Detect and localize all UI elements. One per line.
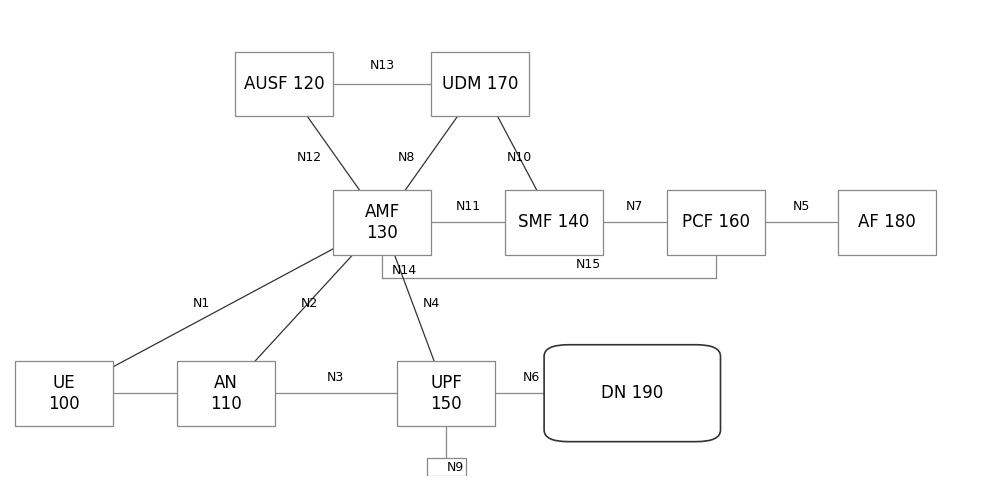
FancyBboxPatch shape [333,190,431,255]
FancyBboxPatch shape [544,345,721,442]
Text: N6: N6 [523,371,540,384]
Text: N2: N2 [300,297,318,310]
Text: DN 190: DN 190 [601,384,663,402]
Text: N10: N10 [507,151,532,164]
FancyBboxPatch shape [15,361,113,426]
Text: N5: N5 [793,200,810,213]
Text: N15: N15 [576,258,601,271]
Text: AN
110: AN 110 [210,374,241,412]
FancyBboxPatch shape [838,190,936,255]
FancyBboxPatch shape [667,190,765,255]
FancyBboxPatch shape [177,361,275,426]
Text: N13: N13 [370,59,395,73]
Text: N8: N8 [398,151,416,164]
Text: N4: N4 [423,297,440,310]
FancyBboxPatch shape [505,190,603,255]
FancyBboxPatch shape [426,458,466,476]
Text: SMF 140: SMF 140 [518,214,590,231]
Text: UDM 170: UDM 170 [442,75,519,93]
Text: PCF 160: PCF 160 [682,214,750,231]
Text: AUSF 120: AUSF 120 [244,75,325,93]
FancyBboxPatch shape [431,52,529,116]
Text: N1: N1 [192,297,210,310]
Text: N12: N12 [296,151,321,164]
Text: N3: N3 [327,371,344,384]
Text: UE
100: UE 100 [48,374,80,412]
Text: AMF
130: AMF 130 [365,203,400,242]
FancyBboxPatch shape [397,361,495,426]
Text: N9: N9 [447,461,464,473]
Text: UPF
150: UPF 150 [430,374,462,412]
Text: N14: N14 [392,264,417,277]
Text: N7: N7 [626,200,643,213]
Text: AF 180: AF 180 [858,214,916,231]
FancyBboxPatch shape [235,52,333,116]
Text: N11: N11 [456,200,481,213]
